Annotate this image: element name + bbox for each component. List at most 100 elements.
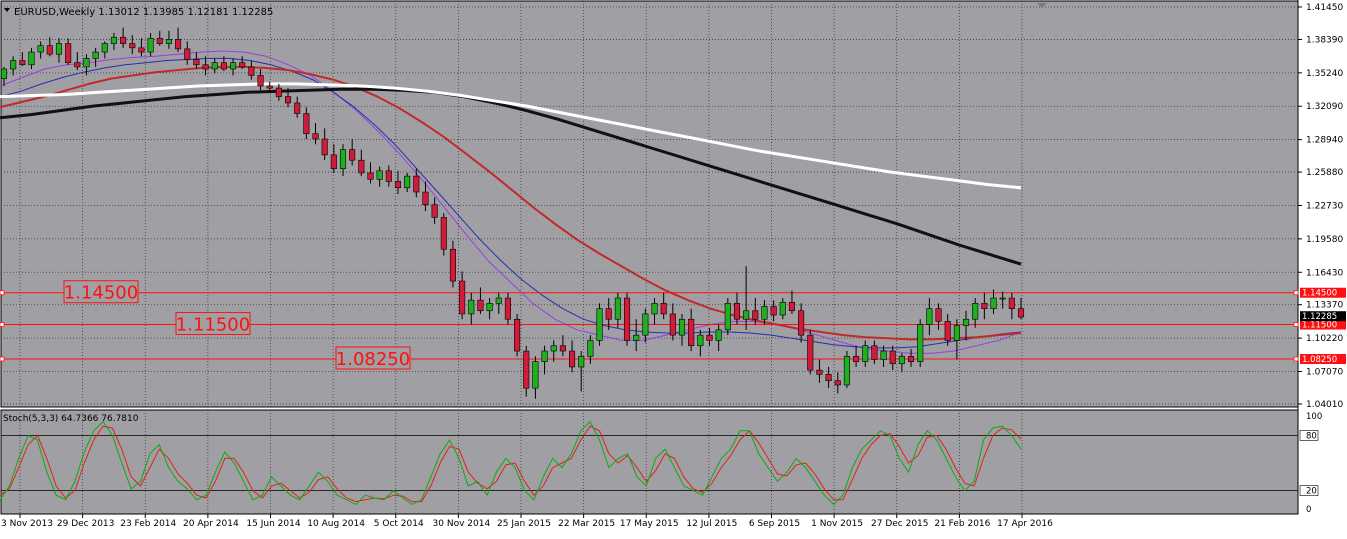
candle-bear [559, 345, 566, 352]
candle-bull [165, 39, 172, 44]
candle-bear [669, 313, 676, 336]
candle-bull [880, 350, 887, 360]
candle-bull [110, 36, 117, 44]
candle-bull [999, 297, 1006, 300]
moving-average-line [0, 82, 1022, 190]
candle-bear [1008, 297, 1015, 309]
candle-bear [275, 87, 282, 97]
candle-bull [843, 356, 850, 386]
level-axis-label: 1.11500 [1302, 321, 1337, 331]
candle-bear [440, 217, 447, 250]
candle-bull [37, 45, 44, 53]
candle-bear [523, 350, 530, 389]
chart-shift-marker-icon[interactable] [1037, 3, 1047, 8]
time-tick-label: 15 Jun 2014 [246, 519, 300, 529]
level-handle-right[interactable] [1293, 356, 1299, 362]
time-tick-label: 5 Oct 2014 [374, 519, 424, 529]
candle-bear [706, 334, 713, 341]
level-axis-box [1300, 287, 1346, 298]
stoch-main-line [0, 420, 1022, 506]
candle-bull [541, 350, 548, 362]
level-tag-box [175, 312, 251, 336]
candle-bear [46, 45, 53, 55]
candle-bear [605, 308, 612, 320]
candle-bull [761, 306, 768, 320]
time-tick-label: 30 Nov 2014 [433, 519, 491, 529]
candle-bear [120, 36, 127, 44]
candle-bull [376, 170, 383, 180]
time-tick-label: 1 Nov 2015 [811, 519, 863, 529]
level-tag-text: 1.11500 [176, 315, 250, 336]
price-tick-label: 1.22730 [1306, 201, 1343, 211]
candle-bull [862, 345, 869, 362]
time-tick-label: 12 Jul 2015 [686, 519, 737, 529]
candle-bull [972, 303, 979, 320]
time-tick-label: 20 Apr 2014 [183, 519, 239, 529]
price-tick-label: 1.04010 [1306, 400, 1343, 410]
time-tick-label: 22 Mar 2015 [558, 519, 615, 529]
candle-bear [514, 318, 521, 352]
candle-bear [834, 380, 841, 386]
level-handle-right[interactable] [1293, 290, 1299, 296]
candlesticks [0, 27, 1025, 399]
candle-bear [825, 374, 832, 382]
grid [1, 1, 1298, 514]
candle-bear [871, 345, 878, 360]
candle-bull [147, 37, 154, 53]
candle-bull [550, 345, 557, 352]
candle-bull [83, 58, 90, 68]
price-tick-label: 1.35240 [1306, 69, 1343, 79]
level-handle-left[interactable] [0, 356, 5, 362]
candle-bull [642, 313, 649, 336]
candle-bear [981, 303, 988, 309]
price-axis-ticks: 1.41450 1.38390 1.35240 1.32090 1.28940 1.258… [1298, 3, 1343, 410]
candle-bear [449, 248, 456, 282]
time-tick-label: 23 Feb 2014 [120, 519, 176, 529]
candle-bear [569, 350, 576, 368]
candle-bear [129, 43, 136, 49]
candle-bear [385, 170, 392, 182]
dropdown-triangle-icon[interactable] [4, 8, 10, 12]
candle-bear [788, 301, 795, 312]
stochastic-plot-area [0, 409, 1299, 515]
candle-bear [816, 369, 823, 375]
time-tick-label: 25 Jan 2015 [497, 519, 551, 529]
current-price-box [1300, 311, 1346, 322]
time-tick-label: 17 May 2015 [620, 519, 679, 529]
level-handle-left[interactable] [0, 290, 5, 296]
candle-bull [614, 297, 621, 320]
candle-bear [257, 75, 264, 87]
moving-average-line [0, 57, 1022, 349]
candle-bear [623, 297, 631, 341]
price-tick-label: 1.38390 [1306, 35, 1343, 45]
stoch-level-box [1299, 485, 1319, 496]
candle-bear [321, 138, 328, 156]
price-tick-label: 1.32090 [1306, 102, 1343, 112]
candle-bear [202, 64, 209, 70]
candle-bear [175, 39, 182, 50]
moving-averages [0, 50, 1022, 354]
candle-bull [92, 51, 99, 59]
candle-bear [733, 303, 741, 320]
candle-bull [339, 149, 347, 169]
price-tick-label: 1.19580 [1306, 235, 1343, 245]
stoch-axis-label: 20 [1306, 487, 1317, 497]
candle-bull [779, 301, 786, 316]
horizontal-levels [0, 290, 1299, 362]
stoch-axis-label: 80 [1306, 431, 1317, 441]
candle-bull [578, 356, 585, 368]
time-tick-label: 21 Feb 2016 [934, 519, 990, 529]
candle-bull [990, 297, 997, 309]
level-handle-left[interactable] [0, 322, 5, 327]
price-tick-label: 1.25880 [1306, 168, 1343, 178]
candle-bear [266, 85, 273, 89]
price-tick-label: 1.13370 [1306, 301, 1343, 311]
time-tick-label: 10 Aug 2014 [307, 519, 365, 529]
candle-bull [55, 43, 63, 55]
level-tag-text: 1.14500 [64, 283, 138, 304]
level-handle-right[interactable] [1293, 322, 1299, 327]
candle-bear [284, 96, 292, 104]
candle-bear [413, 175, 420, 193]
candle-bear [908, 356, 915, 362]
